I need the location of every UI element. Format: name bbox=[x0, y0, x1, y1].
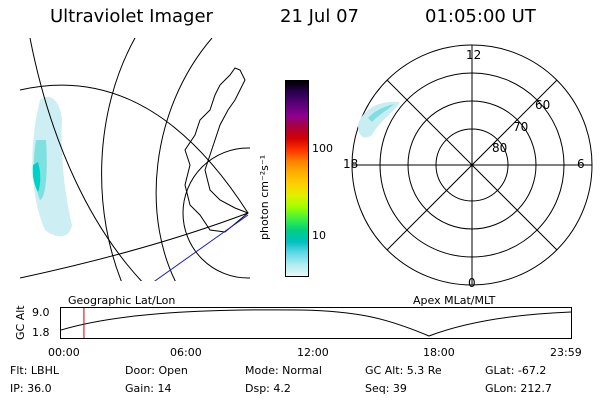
mlt-label-0: 0 bbox=[468, 276, 476, 290]
lat-label-60: 60 bbox=[535, 98, 551, 112]
mode-readout: Mode: Normal bbox=[245, 364, 322, 377]
geo-panel-label: Geographic Lat/Lon bbox=[68, 294, 176, 307]
altitude-plot bbox=[60, 307, 572, 339]
altitude-ytick-1: 1.8 bbox=[32, 326, 50, 339]
dsp-readout: Dsp: 4.2 bbox=[245, 382, 291, 395]
uv-emission-apex bbox=[358, 101, 400, 138]
ip-readout: IP: 36.0 bbox=[10, 382, 52, 395]
xtick-1200: 12:00 bbox=[297, 346, 329, 359]
altitude-curve bbox=[61, 309, 571, 337]
altitude-curve-svg bbox=[61, 308, 571, 338]
altitude-ylabel: GC Alt bbox=[14, 305, 27, 340]
glat-readout: GLat: -67.2 bbox=[485, 364, 547, 377]
mlt-label-12: 12 bbox=[466, 48, 482, 62]
xtick-0600: 06:00 bbox=[170, 346, 202, 359]
gain-readout: Gain: 14 bbox=[125, 382, 172, 395]
instrument-title: Ultraviolet Imager bbox=[50, 6, 213, 27]
lat-label-80: 80 bbox=[492, 141, 508, 155]
seq-readout: Seq: 39 bbox=[365, 382, 407, 395]
colorbar-tick-100: 100 bbox=[312, 142, 333, 155]
time-label: 01:05:00 UT bbox=[425, 6, 536, 27]
door-readout: Door: Open bbox=[125, 364, 188, 377]
mlt-label-6: 6 bbox=[577, 157, 585, 171]
xtick-2359: 23:59 bbox=[550, 346, 582, 359]
lat-label-70: 70 bbox=[513, 120, 529, 134]
uv-emission-geo bbox=[32, 96, 72, 237]
filter-readout: Flt: LBHL bbox=[10, 364, 59, 377]
colorbar-tick-10: 10 bbox=[312, 229, 326, 242]
xtick-0000: 00:00 bbox=[48, 346, 80, 359]
apex-panel-label: Apex MLat/MLT bbox=[413, 294, 496, 307]
xtick-1800: 18:00 bbox=[423, 346, 455, 359]
gc-alt-readout: GC Alt: 5.3 Re bbox=[365, 364, 442, 377]
date-label: 21 Jul 07 bbox=[280, 6, 359, 27]
glon-readout: GLon: 212.7 bbox=[485, 382, 552, 395]
mlt-label-18: 18 bbox=[343, 157, 359, 171]
colorbar bbox=[285, 80, 309, 277]
altitude-ytick-9: 9.0 bbox=[32, 306, 50, 319]
